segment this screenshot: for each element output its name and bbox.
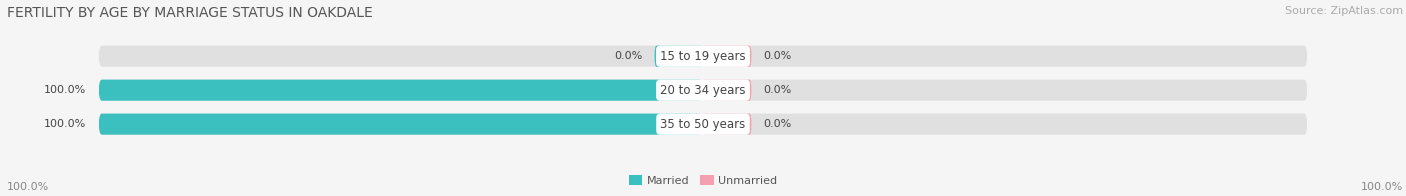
FancyBboxPatch shape <box>98 46 1308 67</box>
FancyBboxPatch shape <box>98 80 703 101</box>
Text: 0.0%: 0.0% <box>614 51 643 61</box>
FancyBboxPatch shape <box>703 114 751 135</box>
Text: 0.0%: 0.0% <box>763 85 792 95</box>
Text: 100.0%: 100.0% <box>44 119 86 129</box>
Text: FERTILITY BY AGE BY MARRIAGE STATUS IN OAKDALE: FERTILITY BY AGE BY MARRIAGE STATUS IN O… <box>7 6 373 20</box>
Text: 100.0%: 100.0% <box>7 182 49 192</box>
Text: 35 to 50 years: 35 to 50 years <box>661 118 745 131</box>
FancyBboxPatch shape <box>655 46 703 67</box>
FancyBboxPatch shape <box>703 46 751 67</box>
Text: 15 to 19 years: 15 to 19 years <box>661 50 745 63</box>
FancyBboxPatch shape <box>98 80 1308 101</box>
Text: 0.0%: 0.0% <box>763 119 792 129</box>
FancyBboxPatch shape <box>703 80 751 101</box>
Legend: Married, Unmarried: Married, Unmarried <box>624 171 782 191</box>
FancyBboxPatch shape <box>98 114 1308 135</box>
Text: 100.0%: 100.0% <box>44 85 86 95</box>
Text: 20 to 34 years: 20 to 34 years <box>661 84 745 97</box>
Text: Source: ZipAtlas.com: Source: ZipAtlas.com <box>1285 6 1403 16</box>
Text: 0.0%: 0.0% <box>763 51 792 61</box>
FancyBboxPatch shape <box>98 114 703 135</box>
Text: 100.0%: 100.0% <box>1361 182 1403 192</box>
